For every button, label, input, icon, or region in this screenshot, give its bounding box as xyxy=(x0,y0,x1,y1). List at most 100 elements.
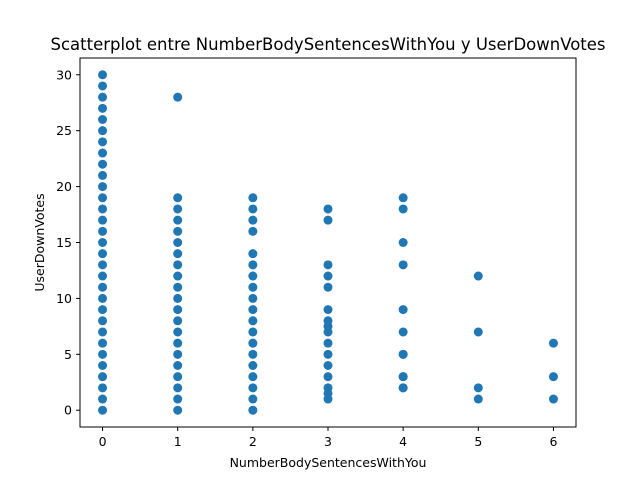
data-point xyxy=(398,372,408,382)
data-point xyxy=(173,92,183,102)
plot-frame xyxy=(79,57,577,428)
data-point xyxy=(248,349,258,359)
data-point xyxy=(98,349,108,359)
data-point xyxy=(98,226,108,236)
data-point xyxy=(98,271,108,281)
data-point xyxy=(398,305,408,315)
data-point xyxy=(323,271,333,281)
data-point xyxy=(173,282,183,292)
y-tick-label: 30 xyxy=(56,67,72,82)
data-point xyxy=(248,204,258,214)
data-point xyxy=(173,349,183,359)
data-point xyxy=(248,394,258,404)
data-point xyxy=(323,349,333,359)
x-axis-label: NumberBodySentencesWithYou xyxy=(230,455,427,470)
data-point xyxy=(98,361,108,370)
data-point xyxy=(173,305,183,315)
data-point xyxy=(98,249,108,259)
data-point xyxy=(398,327,408,337)
data-point xyxy=(248,383,258,393)
data-point xyxy=(398,383,408,393)
data-point xyxy=(248,316,258,326)
data-point xyxy=(98,383,108,393)
data-points xyxy=(98,70,558,415)
data-point xyxy=(98,81,108,91)
x-tick-label: 5 xyxy=(474,434,482,449)
data-point xyxy=(248,215,258,225)
data-point xyxy=(473,394,483,404)
data-point xyxy=(173,260,183,270)
data-point xyxy=(98,293,108,303)
data-point xyxy=(323,215,333,225)
data-point xyxy=(248,260,258,270)
data-point xyxy=(98,260,108,270)
data-point xyxy=(173,193,183,203)
data-point xyxy=(98,193,108,203)
data-point xyxy=(173,383,183,393)
data-point xyxy=(98,159,108,169)
chart-title: Scatterplot entre NumberBodySentencesWit… xyxy=(50,35,605,54)
data-point xyxy=(398,349,408,359)
data-point xyxy=(548,372,558,382)
data-point xyxy=(548,338,558,348)
data-point xyxy=(248,282,258,292)
y-tick-label: 25 xyxy=(56,123,72,138)
data-point xyxy=(98,137,108,147)
y-axis-label: UserDownVotes xyxy=(32,193,47,291)
data-point xyxy=(248,338,258,348)
data-point xyxy=(548,394,558,404)
data-point xyxy=(398,204,408,214)
data-point xyxy=(98,372,108,382)
data-point xyxy=(248,372,258,382)
data-point xyxy=(173,238,183,247)
data-point xyxy=(98,316,108,326)
data-point xyxy=(173,372,183,382)
data-point xyxy=(473,327,483,337)
data-point xyxy=(248,405,258,415)
data-point xyxy=(323,372,333,382)
data-point xyxy=(98,338,108,348)
data-point xyxy=(173,271,183,281)
data-point xyxy=(248,293,258,303)
data-point xyxy=(98,394,108,404)
data-point xyxy=(323,316,333,326)
x-tick-label: 6 xyxy=(549,434,557,449)
data-point xyxy=(98,405,108,415)
data-point xyxy=(398,260,408,270)
data-point xyxy=(248,193,258,203)
data-point xyxy=(323,282,333,292)
data-point xyxy=(98,327,108,337)
data-point xyxy=(173,394,183,404)
data-point xyxy=(173,293,183,303)
data-point xyxy=(98,126,108,136)
data-point xyxy=(248,271,258,281)
x-tick-label: 2 xyxy=(249,434,257,449)
data-point xyxy=(323,361,333,370)
data-point xyxy=(473,383,483,393)
data-point xyxy=(98,148,108,158)
data-point xyxy=(323,260,333,270)
y-tick-label: 5 xyxy=(64,347,72,362)
data-point xyxy=(248,226,258,236)
data-point xyxy=(323,383,333,393)
data-point xyxy=(98,182,108,192)
data-point xyxy=(248,305,258,315)
data-point xyxy=(173,316,183,326)
data-point xyxy=(173,204,183,214)
data-point xyxy=(323,305,333,315)
x-tick-label: 4 xyxy=(399,434,407,449)
data-point xyxy=(398,238,408,247)
data-point xyxy=(98,103,108,113)
data-point xyxy=(98,215,108,225)
data-point xyxy=(173,249,183,259)
data-point xyxy=(98,305,108,315)
x-tick-label: 3 xyxy=(324,434,332,449)
data-point xyxy=(473,271,483,281)
data-point xyxy=(98,238,108,247)
data-point xyxy=(98,115,108,124)
data-point xyxy=(98,70,108,80)
data-point xyxy=(98,170,108,180)
data-point xyxy=(173,405,183,415)
data-point xyxy=(98,92,108,102)
